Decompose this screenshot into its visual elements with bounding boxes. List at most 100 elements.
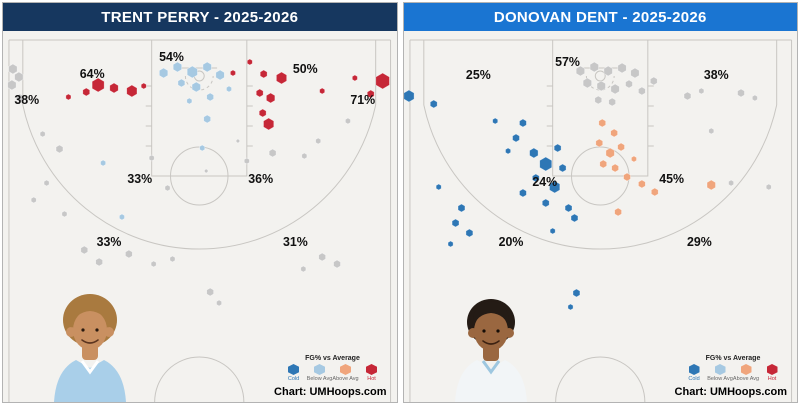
panel-header-donovan-dent: DONOVAN DENT - 2025-2026 (403, 3, 797, 31)
shot-marker (243, 157, 250, 165)
shot-markers (7, 58, 390, 307)
shot-marker (558, 163, 566, 173)
shot-marker (55, 144, 64, 154)
shot-marker (268, 148, 277, 158)
shot-marker (429, 99, 438, 109)
shot-marker (177, 78, 186, 88)
shot-marker (624, 79, 633, 89)
legend-row: Cold Below Avg Above Avg Hot (281, 364, 385, 382)
shot-marker (263, 117, 275, 131)
shot-marker (301, 152, 308, 160)
avatar-hair-front (472, 301, 509, 328)
avatar-eye (81, 328, 85, 332)
shot-marker (258, 108, 267, 118)
zone-percentage-label: 33% (97, 235, 122, 249)
shot-marker (255, 88, 264, 98)
shot-marker (548, 180, 560, 194)
shot-marker (333, 259, 341, 269)
shot-marker (186, 97, 193, 105)
shot-marker (206, 287, 214, 297)
shot-marker (318, 252, 326, 262)
shot-marker (7, 79, 17, 91)
page-title: DONOVAN DENT - 2025-2026 (493, 8, 707, 26)
legend-item-below-avg: Below Avg (707, 364, 733, 382)
legend-item-cold: Cold (282, 364, 306, 382)
shot-marker (30, 196, 37, 204)
shot-marker (564, 203, 572, 213)
shot-marker (186, 65, 198, 79)
shot-marker (435, 183, 442, 191)
shot-marker (751, 94, 758, 102)
legend-item-cold: Cold (682, 364, 706, 382)
court-area: 38% 64% 54% 50% 71% 33% 36% 33% 31% FG% vs Avera… (3, 31, 397, 402)
legend-hex-below-avg-icon (714, 364, 726, 375)
court-area: 25% 57% 38% 24% 45% 20% 29% FG% vs Average (403, 31, 798, 402)
shot-marker (629, 67, 640, 79)
shot-marker (572, 288, 580, 298)
legend-item-hot: Hot (360, 364, 384, 382)
player-photo-donovan-dent (454, 299, 527, 402)
zone-percentage-label: 57% (555, 55, 580, 69)
legend-title: FG% vs Average (705, 355, 761, 362)
panel-donovan-dent: DONOVAN DENT - 2025-2026 25% 57% 38% 24% 45%… (402, 2, 798, 403)
panel-trent-perry: TRENT PERRY - 2025-2026 38% 64% 54% 50% 71% 3… (2, 2, 398, 403)
shot-marker (622, 172, 631, 182)
avatar-jersey (454, 360, 527, 402)
shot-marker (465, 228, 473, 238)
shot-marker (345, 117, 351, 125)
shot-marker (553, 143, 561, 153)
zone-percentage-label: 38% (703, 68, 728, 82)
shot-marker (226, 85, 232, 93)
shot-marker (567, 303, 573, 311)
legend-row: Cold Below Avg Above Avg Hot (681, 364, 785, 382)
shot-marker (246, 58, 253, 66)
shot-marker (605, 147, 615, 159)
shot-marker (616, 142, 625, 152)
shot-marker (91, 77, 105, 93)
shot-marker (43, 179, 50, 187)
shot-marker (518, 188, 527, 198)
zone-percentage-label: 54% (159, 50, 184, 64)
shot-marker (609, 128, 618, 138)
shot-marker (82, 87, 91, 97)
shot-marker (191, 81, 201, 93)
zone-labels: 25% 57% 38% 24% 45% 20% 29% (465, 55, 728, 249)
shot-marker (140, 82, 147, 90)
shot-marker (8, 63, 18, 75)
shot-marker (148, 154, 155, 162)
shot-marker (164, 184, 171, 192)
zone-percentage-label: 50% (293, 62, 318, 76)
shot-marker (366, 89, 375, 99)
avatar-eye (95, 328, 99, 332)
shot-marker (276, 71, 288, 85)
shot-marker (531, 173, 540, 183)
avatar-collar (481, 360, 500, 375)
zone-percentage-label: 24% (532, 175, 557, 189)
legend-hex-below-avg-icon (314, 364, 325, 375)
zone-percentage-label: 36% (248, 172, 273, 186)
shot-marker (125, 249, 133, 259)
shot-marker (607, 97, 616, 107)
shot-marker (765, 183, 772, 191)
shot-marker (649, 76, 658, 86)
fg-legend: FG% vs Average Cold Below Avg Above Avg (281, 355, 385, 382)
shot-marker (598, 159, 607, 169)
shot-marker (14, 71, 24, 83)
shot-marker (375, 72, 390, 90)
shot-marker (351, 74, 358, 82)
shot-marker (706, 179, 716, 191)
shot-marker (206, 92, 214, 102)
shot-marker (95, 257, 103, 267)
shot-marker (315, 137, 322, 145)
chart-credit: Chart: UMHoops.com (674, 386, 787, 398)
shot-marker (707, 127, 714, 135)
shot-marker (80, 245, 89, 255)
zone-percentage-label: 38% (14, 93, 39, 107)
legend-hex-above-avg-icon (740, 364, 752, 375)
shot-marker (637, 179, 646, 189)
avatar-eye (481, 329, 486, 333)
avatar-smile (481, 340, 500, 345)
shot-marker (541, 198, 550, 208)
shot-marker (109, 82, 119, 94)
shot-marker (637, 86, 646, 96)
